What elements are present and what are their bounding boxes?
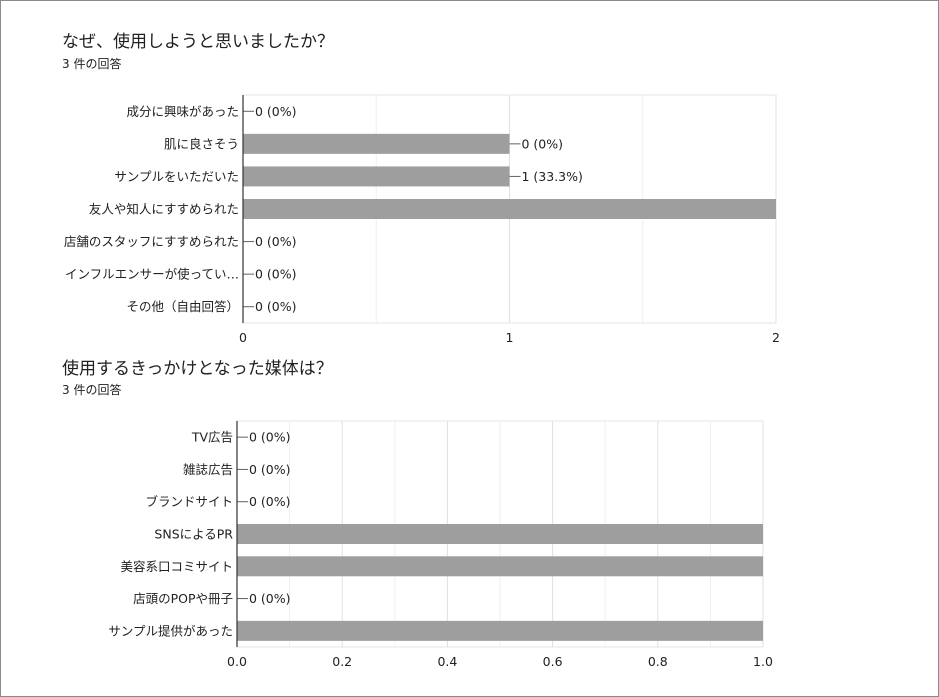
chart-1-data-label: 0 (0%): [255, 234, 297, 249]
chart-1-bar: [243, 133, 510, 154]
chart-1-category-label: 肌に良さそう: [164, 136, 239, 151]
chart-1-data-label: 0 (0%): [255, 104, 297, 119]
chart-1-x-tick-label: 0: [239, 330, 247, 345]
chart-1-x-tick-label: 2: [772, 330, 780, 345]
chart-1-data-label: 1 (33.3%): [522, 169, 583, 184]
chart-1-bar: [243, 166, 510, 187]
chart-1-category-label: その他（自由回答）: [126, 299, 239, 314]
chart-2-title: 使用するきっかけとなった媒体は？: [62, 359, 333, 379]
chart-1-title: なぜ、使用しようと思いましたか？: [62, 32, 334, 52]
chart-1-x-tick-label: 1: [506, 330, 514, 345]
chart-1-data-label: 0 (0%): [255, 267, 297, 282]
chart-1-response-count: 3 件の回答: [62, 57, 122, 71]
chart-1-category-label: 友人や知人にすすめられた: [89, 202, 239, 217]
chart-1-category-label: サンプルをいただいた: [114, 169, 239, 184]
chart-2-response-count: 3 件の回答: [62, 383, 122, 397]
chart-1-category-label: 店舗のスタッフにすすめられた: [64, 234, 239, 249]
chart-1-category-label: インフルエンサーが使ってい…: [65, 267, 239, 282]
chart-1-data-label: 0 (0%): [255, 299, 297, 314]
chart-1-bar: [243, 199, 776, 219]
chart-1-category-label: 成分に興味があった: [126, 104, 239, 119]
chart-1-data-label: 0 (0%): [522, 136, 564, 151]
